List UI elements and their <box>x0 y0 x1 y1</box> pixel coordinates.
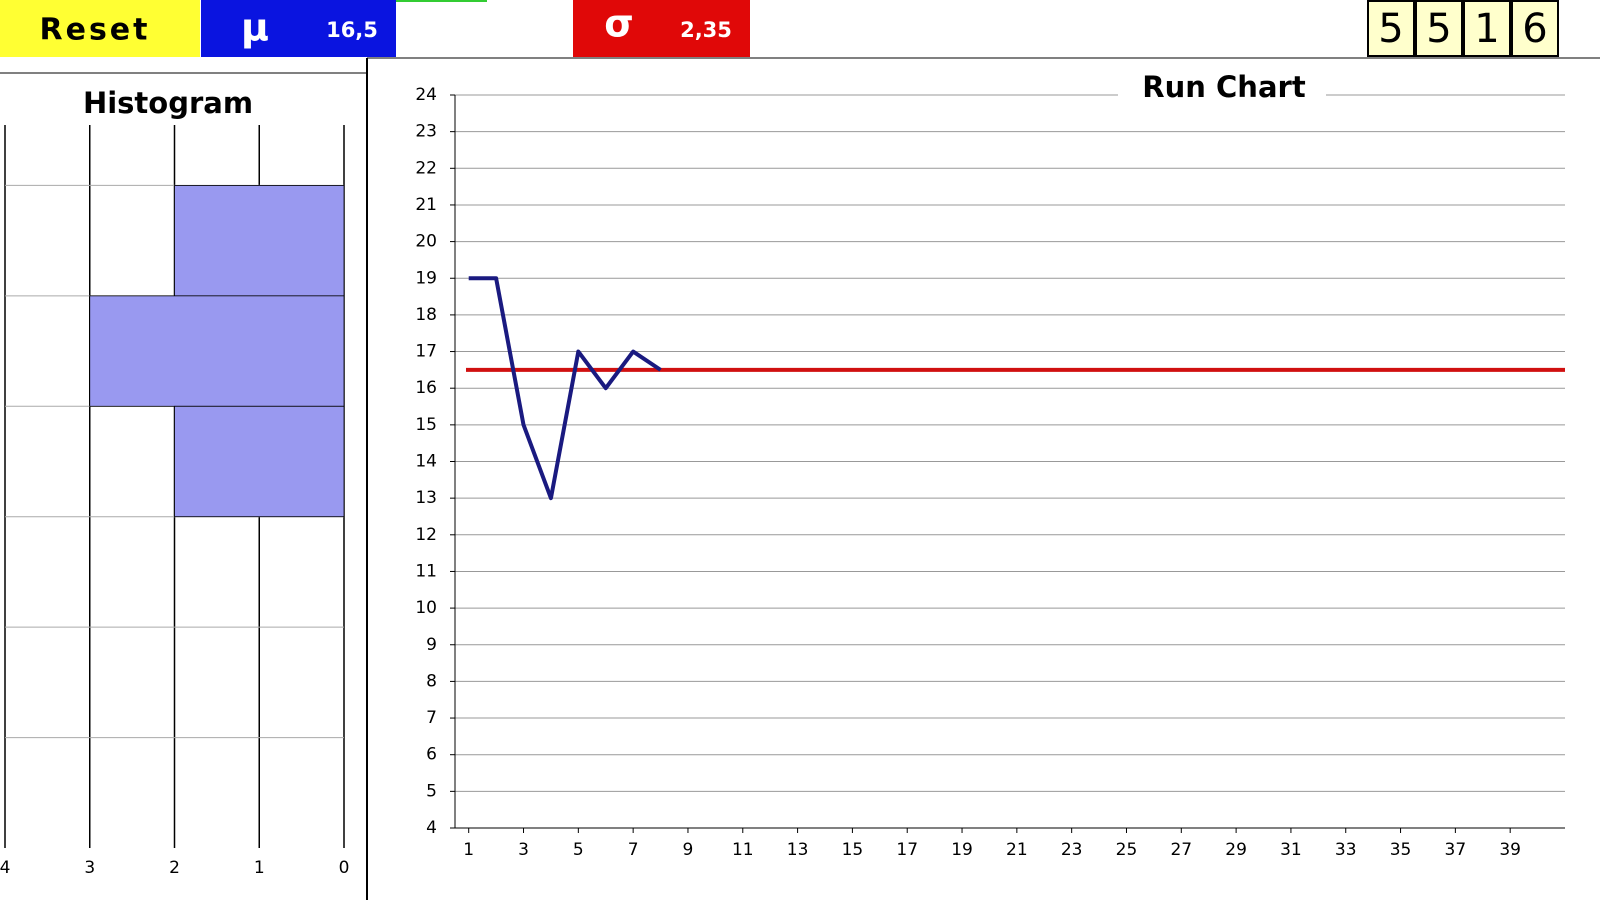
x-tick-label: 0 <box>339 858 350 878</box>
x-tick-label: 23 <box>1061 840 1083 860</box>
x-tick-label: 1 <box>463 840 474 860</box>
x-tick-label: 3 <box>518 840 529 860</box>
histogram: Histogram 4 3 2 1 0 <box>0 86 349 878</box>
y-tick-label: 14 <box>415 452 437 472</box>
x-tick-label: 37 <box>1445 840 1467 860</box>
chart-title: Histogram <box>83 86 253 120</box>
digit-box <box>1415 0 1463 57</box>
y-tick-label: 10 <box>415 598 437 618</box>
y-tick-label: 8 <box>426 671 437 691</box>
y-tick-label: 18 <box>415 305 437 325</box>
digit: 6 <box>1522 6 1547 52</box>
y-tick-label: 15 <box>415 415 437 435</box>
x-tick-label: 11 <box>732 840 754 860</box>
sigma-value: 2,35 <box>680 18 732 42</box>
x-tick-label: 2 <box>169 858 180 878</box>
data-line <box>468 276 662 501</box>
x-tick-label: 25 <box>1116 840 1138 860</box>
x-tick-label: 17 <box>896 840 918 860</box>
y-tick-label: 16 <box>415 378 437 398</box>
x-tick-label: 3 <box>84 858 95 878</box>
y-tick-label: 24 <box>415 85 437 105</box>
chart-title: Run Chart <box>1142 70 1306 104</box>
y-tick-label: 4 <box>426 818 437 838</box>
mu-value: 16,5 <box>326 18 378 42</box>
x-tick-label: 35 <box>1390 840 1412 860</box>
bar <box>174 185 345 297</box>
y-tick-label: 5 <box>426 781 437 801</box>
x-tick-label: 13 <box>787 840 809 860</box>
x-tick-label: 4 <box>0 858 10 878</box>
x-tick-label: 29 <box>1225 840 1247 860</box>
x-tick-label: 33 <box>1335 840 1357 860</box>
x-tick-label: 1 <box>254 858 265 878</box>
y-tick-label: 11 <box>415 561 437 581</box>
digit-box <box>1463 0 1511 57</box>
digit: 5 <box>1378 6 1403 52</box>
x-tick-label: 31 <box>1280 840 1302 860</box>
y-tick-label: 22 <box>415 158 437 178</box>
x-tick-label: 19 <box>951 840 973 860</box>
y-tick-label: 7 <box>426 708 437 728</box>
y-tick-label: 19 <box>415 268 437 288</box>
mu-box <box>201 0 396 57</box>
x-tick-label: 27 <box>1170 840 1192 860</box>
digit: 1 <box>1474 6 1499 52</box>
x-tick-label: 39 <box>1499 840 1521 860</box>
digit-box <box>1367 0 1415 57</box>
x-tick-label: 5 <box>573 840 584 860</box>
y-tick-label: 17 <box>415 342 437 362</box>
mu-symbol: μ <box>241 6 269 50</box>
y-tick-label: 21 <box>415 195 437 215</box>
y-tick-label: 13 <box>415 488 437 508</box>
x-tick-label: 7 <box>628 840 639 860</box>
bar <box>174 405 345 518</box>
bar <box>89 295 345 407</box>
y-tick-label: 23 <box>415 122 437 142</box>
y-tick-label: 20 <box>415 232 437 252</box>
y-tick-label: 9 <box>426 635 437 655</box>
x-tick-label: 15 <box>842 840 864 860</box>
sigma-box <box>573 0 750 57</box>
digit-box <box>1511 0 1559 57</box>
sigma-symbol: σ <box>604 2 634 46</box>
y-tick-label: 12 <box>415 525 437 545</box>
reset-button[interactable] <box>0 0 200 57</box>
digit: 5 <box>1426 6 1451 52</box>
x-tick-label: 9 <box>683 840 694 860</box>
title-bg <box>1118 70 1326 106</box>
x-tick-label: 21 <box>1006 840 1028 860</box>
y-tick-label: 6 <box>426 745 437 765</box>
reset-label[interactable]: Reset <box>40 13 151 48</box>
